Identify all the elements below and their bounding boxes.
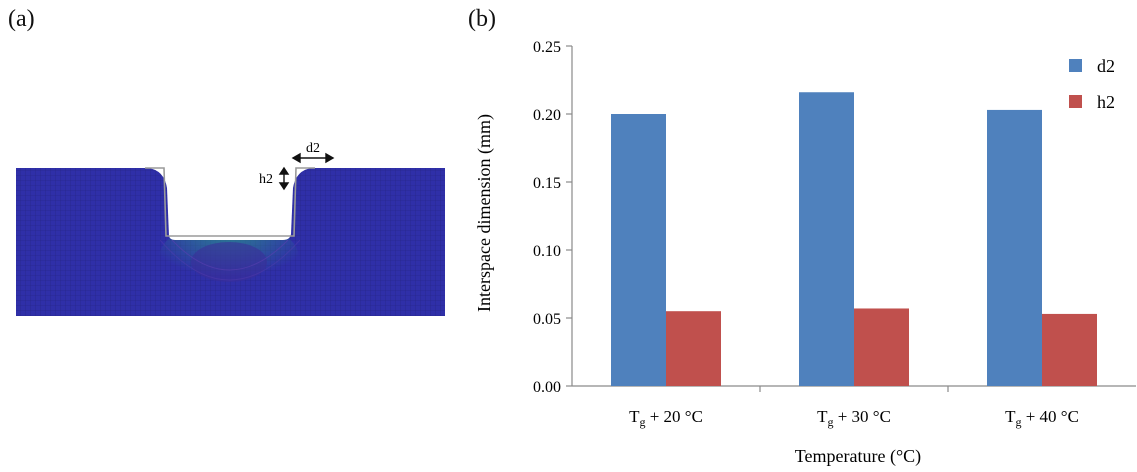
x-axis-label: Temperature (°C): [795, 446, 921, 467]
y-tick-label: 0.15: [533, 175, 561, 192]
y-ticks: 0.00 0.05 0.10 0.15 0.20 0.25: [533, 39, 572, 396]
legend-swatch-h2: [1069, 95, 1082, 108]
panel-a-label: (a): [8, 6, 35, 32]
h2-annotation: h2: [259, 172, 273, 187]
bar-d2-0: [611, 114, 666, 386]
y-tick-label: 0.20: [533, 107, 561, 124]
bar-h2-2: [1042, 313, 1097, 386]
y-tick-label: 0.25: [533, 39, 561, 56]
bar-d2-1: [799, 92, 854, 387]
x-tick-label: Tg + 40 °C: [1005, 407, 1079, 429]
fem-mesh-figure: d2 h2: [16, 141, 445, 316]
chart-legend: d2 h2: [1069, 56, 1115, 112]
y-tick-label: 0.10: [533, 243, 561, 260]
x-tick-label: Tg + 20 °C: [629, 407, 703, 429]
h2-dimension-arrow: [278, 166, 290, 191]
y-axis-label: Interspace dimension (mm): [474, 114, 495, 312]
mold-outline: [145, 167, 315, 237]
y-tick-label: 0.00: [533, 379, 561, 396]
d2-dimension-arrow: [291, 152, 335, 164]
legend-label-d2: d2: [1097, 56, 1115, 76]
y-tick-label: 0.05: [533, 311, 561, 328]
x-tick-label: Tg + 30 °C: [817, 407, 891, 429]
legend-swatch-d2: [1069, 59, 1082, 72]
bar-h2-0: [666, 311, 721, 386]
bar-d2-2: [987, 109, 1042, 387]
d2-annotation: d2: [306, 141, 320, 156]
bar-h2-1: [854, 308, 909, 386]
legend-label-h2: h2: [1097, 92, 1115, 112]
chart-bars: [611, 92, 1097, 387]
panel-b-label: (b): [468, 6, 496, 32]
x-ticks: Tg + 20 °C Tg + 30 °C Tg + 40 °C: [629, 386, 1079, 429]
